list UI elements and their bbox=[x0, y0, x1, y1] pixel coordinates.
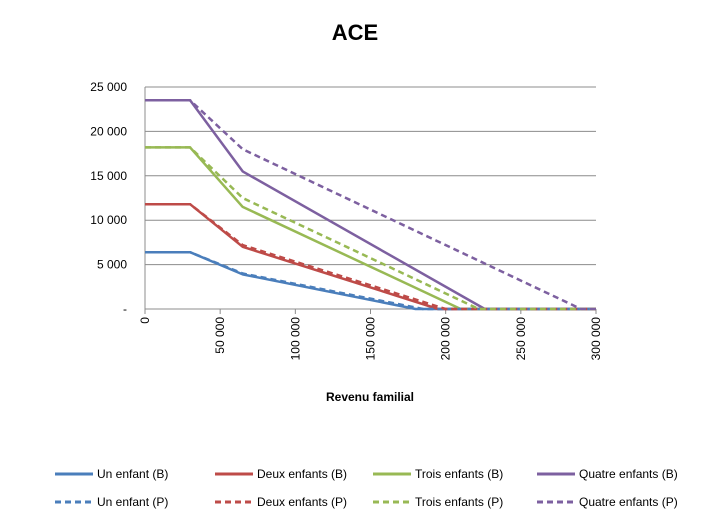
x-tick-label: 200 000 bbox=[439, 317, 453, 361]
legend-label: Trois enfants (B) bbox=[415, 467, 503, 481]
legend-label: Quatre enfants (B) bbox=[579, 467, 678, 481]
series-line bbox=[145, 250, 596, 311]
y-tick-label: 5 000 bbox=[97, 258, 127, 272]
series-layer bbox=[145, 99, 596, 311]
y-tick-label: 25 000 bbox=[90, 80, 127, 94]
y-tick-label: 10 000 bbox=[90, 213, 127, 227]
y-tick-label: 15 000 bbox=[90, 169, 127, 183]
x-tick-label: 150 000 bbox=[364, 317, 378, 361]
y-tick-label: - bbox=[123, 302, 127, 316]
legend-label: Quatre enfants (P) bbox=[579, 495, 678, 509]
grid-layer bbox=[145, 86, 596, 266]
y-tick-label: 20 000 bbox=[90, 124, 127, 138]
series-line bbox=[145, 146, 596, 311]
legend-label: Un enfant (P) bbox=[97, 495, 168, 509]
x-tick-label: 300 000 bbox=[589, 317, 603, 361]
chart-title: ACE bbox=[332, 20, 378, 45]
x-tick-label: 250 000 bbox=[514, 317, 528, 361]
legend-label: Un enfant (B) bbox=[97, 467, 168, 481]
legend: Un enfant (B) Deux enfants (B) Trois enfan… bbox=[55, 467, 678, 509]
legend-label: Trois enfants (P) bbox=[415, 495, 503, 509]
x-tick-labels: 0 50 000 100 000 150 000 200 000 250 000 300 0… bbox=[138, 317, 603, 361]
x-tick-label: 0 bbox=[138, 317, 152, 324]
series-line bbox=[145, 99, 596, 311]
y-tick-labels: - 5 000 10 000 15 000 20 000 25 000 bbox=[90, 80, 127, 316]
x-tick-label: 100 000 bbox=[288, 317, 302, 361]
legend-label: Deux enfants (P) bbox=[257, 495, 347, 509]
x-axis-label: Revenu familial bbox=[326, 390, 414, 404]
legend-label: Deux enfants (B) bbox=[257, 467, 347, 481]
x-tick-label: 50 000 bbox=[213, 317, 227, 354]
